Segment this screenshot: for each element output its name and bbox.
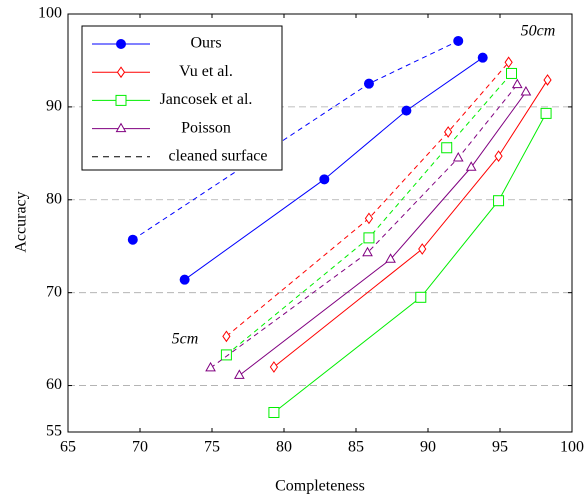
point (127, 234, 138, 245)
series-line (184, 57, 484, 281)
point (543, 74, 552, 86)
series-line (239, 91, 527, 376)
x-tick-label: 95 (492, 439, 508, 456)
legend-marker (115, 94, 127, 106)
point (452, 151, 464, 162)
x-tick-label: 65 (60, 439, 76, 456)
point (234, 369, 245, 379)
point (520, 86, 532, 96)
series-line (273, 79, 548, 368)
annotation: 5cm (172, 331, 199, 348)
point (385, 253, 396, 263)
series-line (210, 84, 518, 369)
x-axis-label: Completeness (275, 478, 365, 495)
point (453, 35, 464, 46)
point (205, 361, 216, 372)
point (477, 52, 488, 63)
y-tick-label: 80 (46, 190, 62, 207)
point (441, 142, 453, 154)
point (465, 161, 477, 171)
point (319, 174, 330, 185)
point (540, 107, 552, 119)
point (493, 195, 505, 207)
y-tick-label: 90 (46, 98, 62, 115)
point (363, 78, 374, 89)
annotation: 50cm (521, 23, 556, 40)
series-line (226, 61, 510, 337)
x-tick-label: 90 (420, 439, 436, 456)
point (415, 291, 427, 303)
point (269, 361, 279, 373)
series-line (226, 73, 512, 356)
point (363, 232, 375, 244)
legend-marker (116, 66, 126, 79)
point (506, 67, 518, 79)
y-tick-label: 70 (46, 283, 62, 300)
series-line (273, 113, 547, 413)
point (504, 56, 513, 69)
point (511, 78, 523, 89)
point (220, 349, 232, 361)
plot-frame (67, 13, 573, 433)
x-tick-label: 80 (276, 439, 292, 456)
x-tick-label: 100 (560, 439, 584, 456)
point (418, 243, 427, 255)
y-tick-label: 100 (38, 5, 62, 22)
point (179, 274, 190, 285)
point (222, 330, 231, 343)
point (364, 212, 374, 225)
point (444, 126, 453, 138)
point (401, 105, 412, 116)
legend-label: Vu et al. (179, 63, 233, 80)
legend-label: Ours (190, 35, 221, 52)
y-tick-label: 60 (46, 376, 62, 393)
y-axis-label: Accuracy (13, 191, 30, 252)
y-tick-label: 55 (46, 423, 62, 440)
x-tick-label: 85 (348, 439, 364, 456)
legend-label: Poisson (181, 119, 231, 136)
legend-marker (115, 122, 127, 133)
x-tick-label: 75 (204, 439, 220, 456)
legend-label: Jancosek et al. (160, 91, 253, 108)
legend-label: cleaned surface (168, 147, 267, 164)
legend-marker (116, 39, 126, 49)
point (268, 406, 280, 418)
legend-box (81, 25, 283, 171)
x-tick-label: 70 (132, 439, 148, 456)
point (494, 150, 503, 162)
point (362, 246, 373, 257)
